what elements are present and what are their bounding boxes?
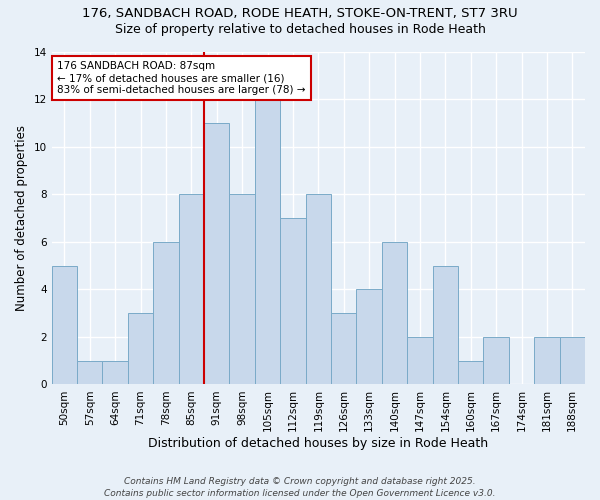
Bar [153,242,179,384]
Bar [433,266,458,384]
Text: 176, SANDBACH ROAD, RODE HEATH, STOKE-ON-TRENT, ST7 3RU: 176, SANDBACH ROAD, RODE HEATH, STOKE-ON… [82,8,518,20]
Text: 176 SANDBACH ROAD: 87sqm
← 17% of detached houses are smaller (16)
83% of semi-d: 176 SANDBACH ROAD: 87sqm ← 17% of detach… [57,62,305,94]
Y-axis label: Number of detached properties: Number of detached properties [15,125,28,311]
X-axis label: Distribution of detached houses by size in Rode Heath: Distribution of detached houses by size … [148,437,488,450]
Bar [560,337,585,384]
Bar [382,242,407,384]
Bar [305,194,331,384]
Bar [52,266,77,384]
Text: Size of property relative to detached houses in Rode Heath: Size of property relative to detached ho… [115,22,485,36]
Bar [458,360,484,384]
Bar [356,290,382,384]
Bar [534,337,560,384]
Bar [103,360,128,384]
Bar [77,360,103,384]
Bar [229,194,255,384]
Text: Contains HM Land Registry data © Crown copyright and database right 2025.
Contai: Contains HM Land Registry data © Crown c… [104,476,496,498]
Bar [179,194,204,384]
Bar [407,337,433,384]
Bar [484,337,509,384]
Bar [280,218,305,384]
Bar [331,313,356,384]
Bar [128,313,153,384]
Bar [204,123,229,384]
Bar [255,99,280,384]
